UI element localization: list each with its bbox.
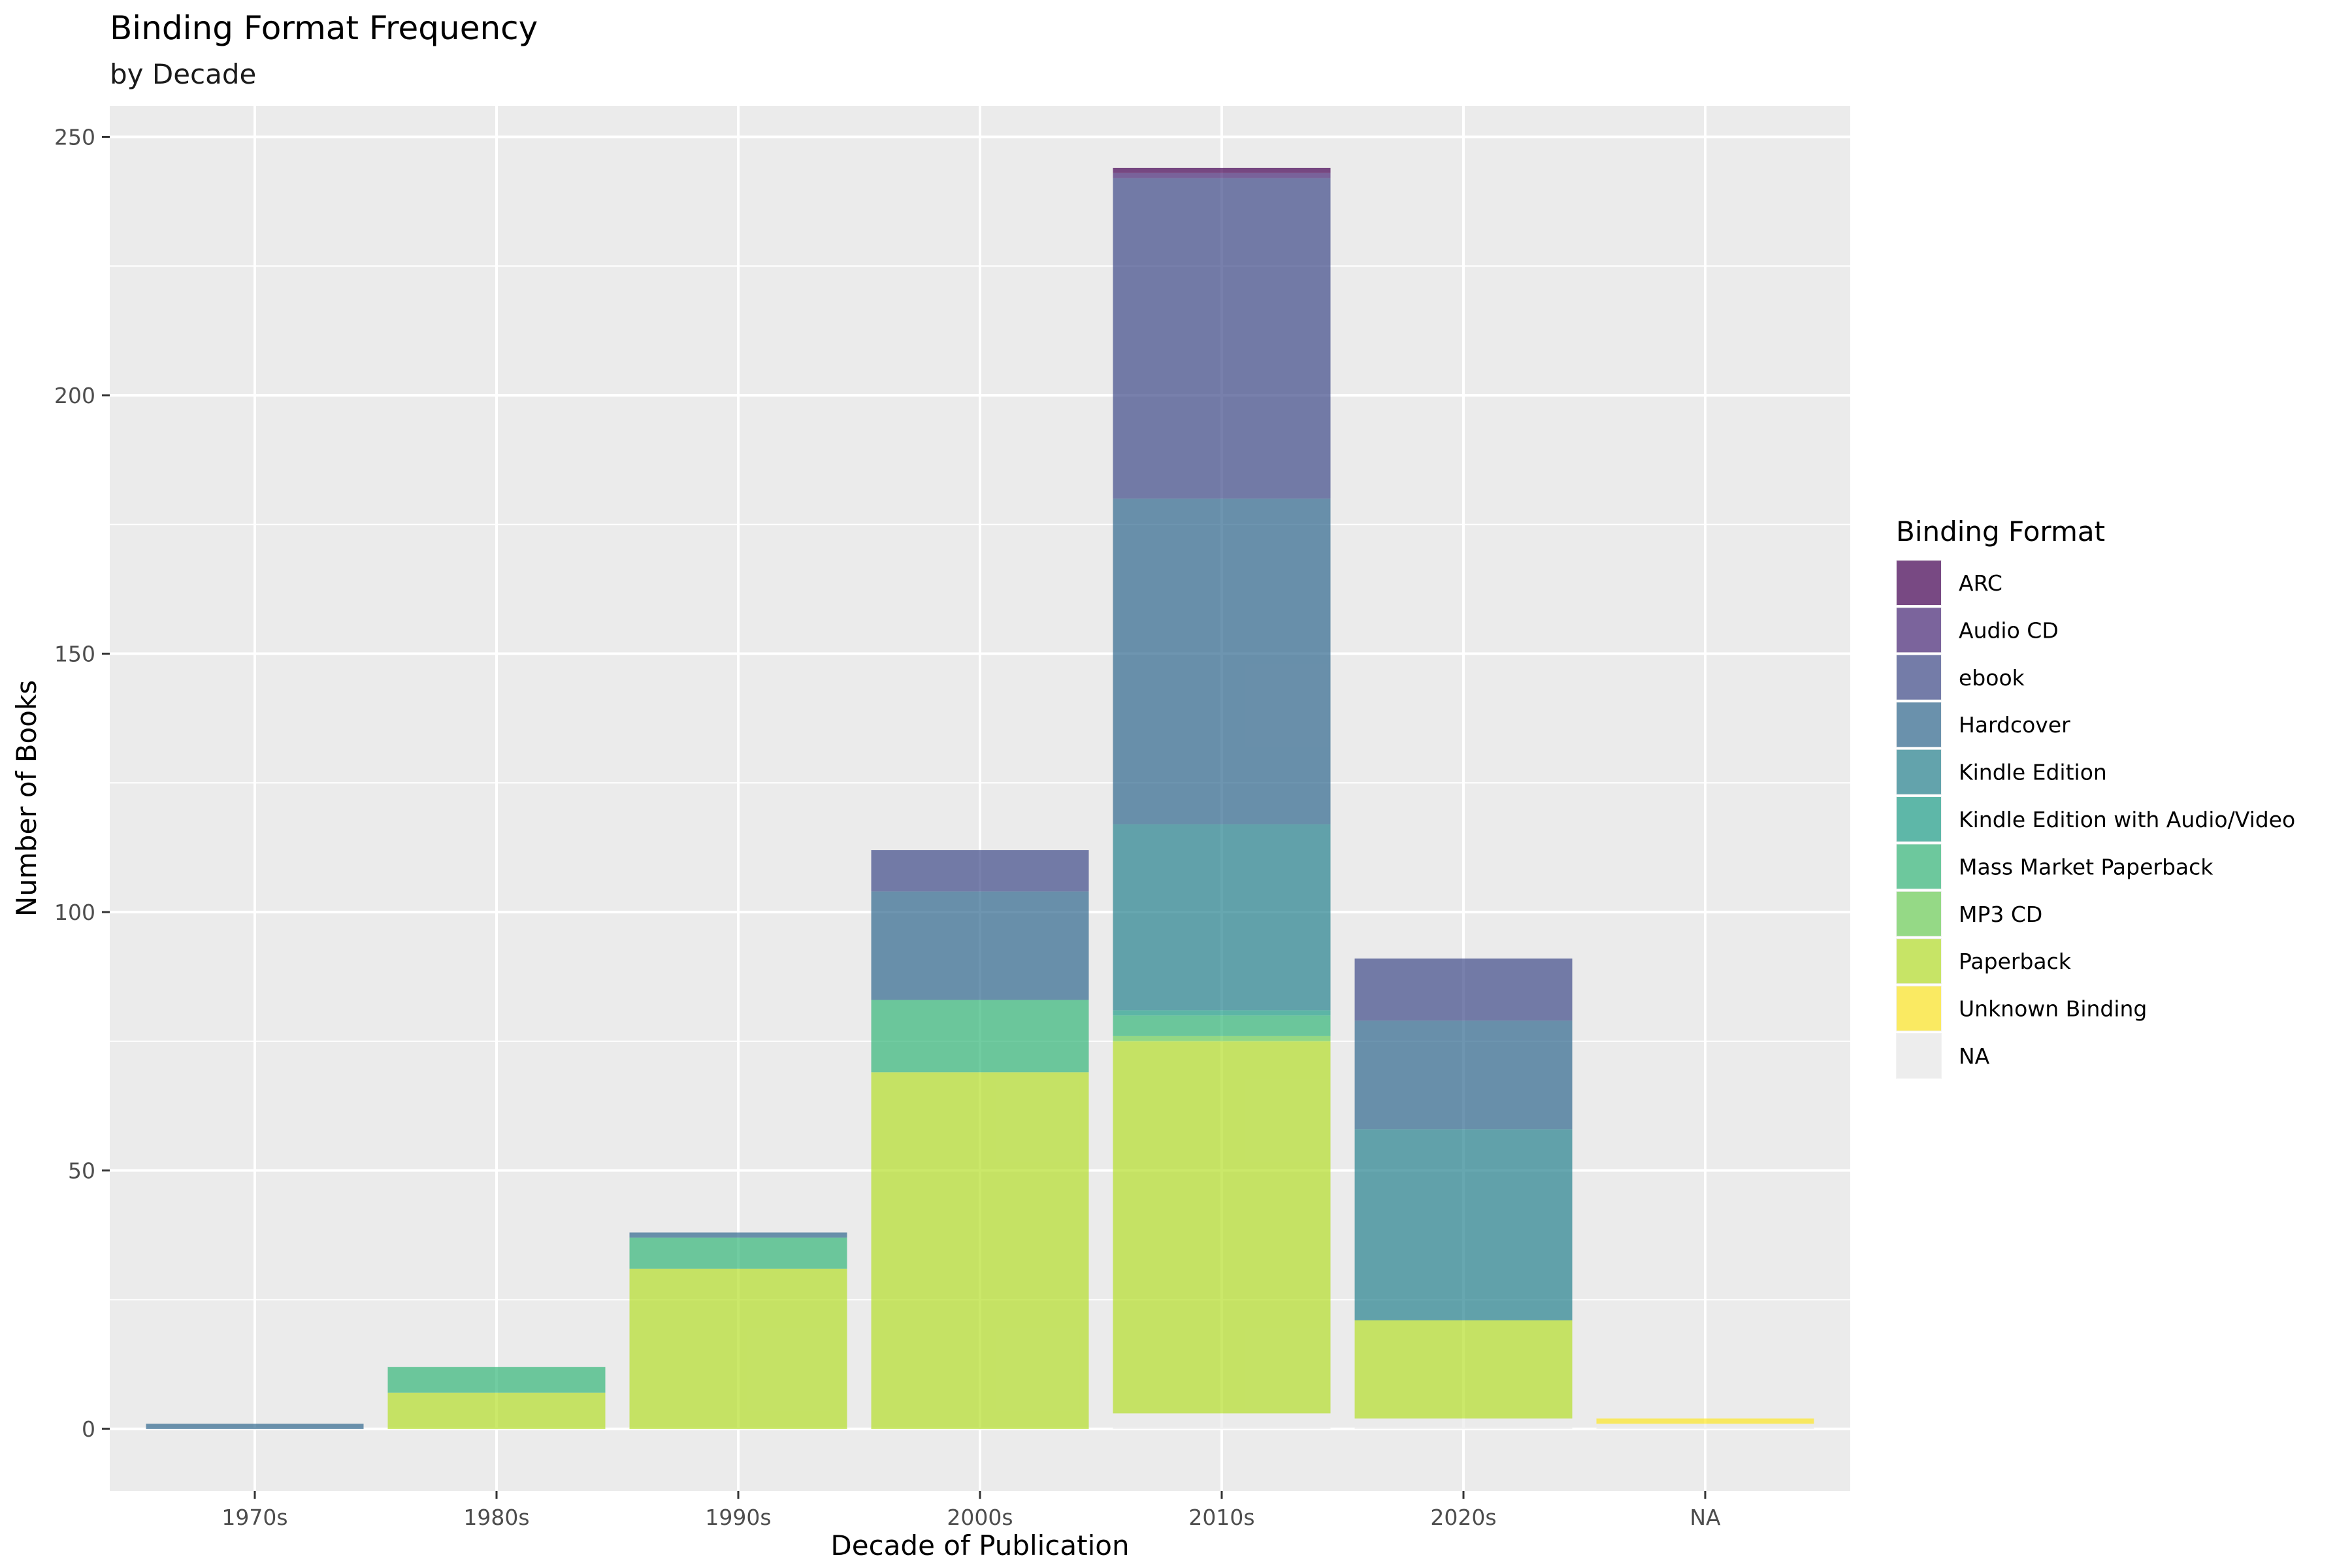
x-axis-title: Decade of Publication [830, 1529, 1129, 1561]
bar-segment [1113, 1010, 1331, 1016]
legend-label: ARC [1959, 570, 2002, 596]
bar-segment [1113, 172, 1331, 178]
legend-label: NA [1959, 1043, 1990, 1069]
legend-key [1897, 1034, 1941, 1078]
bar-segment [387, 1392, 606, 1429]
x-tick-label: 2000s [947, 1505, 1013, 1530]
legend-label: Kindle Edition [1959, 760, 2107, 785]
bar-segment [1113, 167, 1331, 173]
bar-segment [629, 1268, 847, 1429]
x-tick-label: 2010s [1188, 1505, 1254, 1530]
y-tick-label: 100 [54, 900, 95, 925]
bar-segment [1596, 1424, 1814, 1429]
legend-label: Kindle Edition with Audio/Video [1959, 807, 2295, 832]
bar-segment [1354, 958, 1573, 1021]
chart-title: Binding Format Frequency [110, 9, 538, 47]
bar-segment [1113, 1413, 1331, 1429]
y-tick-label: 50 [68, 1158, 95, 1184]
chart-subtitle: by Decade [110, 58, 256, 90]
legend-label: Paperback [1959, 949, 2072, 974]
legend-title: Binding Format [1896, 515, 2105, 547]
bars [146, 167, 1814, 1429]
x-tick-label: NA [1690, 1505, 1721, 1530]
x-tick-label: 1990s [705, 1505, 771, 1530]
legend: Binding Format ARC Audio CD ebook Hardcover… [1896, 515, 2295, 1079]
legend-key [1897, 939, 1941, 984]
legend-key [1897, 844, 1941, 889]
bar-segment [629, 1237, 847, 1269]
bar-segment [1354, 1320, 1573, 1419]
bar-segment [871, 1000, 1089, 1073]
bar-segment [146, 1424, 364, 1429]
bar-segment [1113, 498, 1331, 825]
bar-segment [1113, 1036, 1331, 1041]
bar-segment [1354, 1021, 1573, 1130]
legend-label: MP3 CD [1959, 902, 2042, 927]
bar-segment [1113, 178, 1331, 499]
legend-label: ebook [1959, 665, 2025, 691]
bar-segment [1354, 1418, 1573, 1429]
legend-key [1897, 986, 1941, 1031]
bar-segment [871, 1072, 1089, 1429]
legend-label: Audio CD [1959, 617, 2059, 643]
y-tick-label: 0 [82, 1416, 95, 1442]
legend-key [1897, 655, 1941, 700]
bar-segment [871, 850, 1089, 892]
axes: 0 50 100 150 200 250 1970s 1980s 1990s 2000s 2010s… [54, 124, 1721, 1530]
y-tick-label: 200 [54, 383, 95, 408]
legend-key [1897, 891, 1941, 936]
bar-segment [1113, 1015, 1331, 1036]
x-tick-label: 1980s [463, 1505, 529, 1530]
y-axis-title: Number of Books [10, 680, 42, 917]
x-tick-label: 1970s [221, 1505, 287, 1530]
legend-label: Hardcover [1959, 712, 2070, 738]
legend-key [1897, 608, 1941, 653]
y-tick-label: 150 [54, 642, 95, 667]
bar-segment [1113, 824, 1331, 1011]
bar-segment [871, 891, 1089, 1000]
legend-key [1897, 749, 1941, 794]
bar-segment [1354, 1129, 1573, 1320]
legend-key [1897, 702, 1941, 747]
bar-segment [629, 1232, 847, 1238]
y-tick-label: 250 [54, 124, 95, 150]
legend-label: Mass Market Paperback [1959, 854, 2213, 879]
legend-key [1897, 797, 1941, 841]
legend-label: Unknown Binding [1959, 996, 2147, 1022]
legend-key [1897, 561, 1941, 605]
bar-segment [1113, 1041, 1331, 1414]
x-tick-label: 2020s [1430, 1505, 1496, 1530]
bar-segment [387, 1367, 606, 1393]
bar-segment [1596, 1418, 1814, 1424]
